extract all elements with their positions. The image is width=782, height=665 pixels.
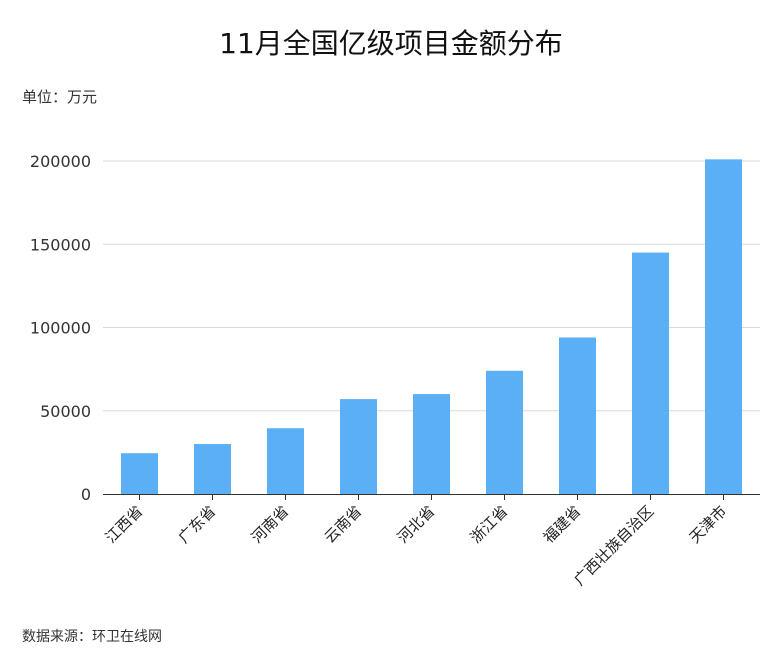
source-label: 数据来源：环卫在线网 — [22, 629, 162, 645]
bars — [121, 159, 742, 494]
bar — [486, 370, 523, 494]
axes — [103, 494, 760, 500]
x-category-label: 天津市 — [686, 502, 731, 547]
y-tick-labels: 0 50000 100000 150000 200000 — [30, 152, 91, 504]
x-category-label: 广东省 — [175, 502, 220, 547]
x-category-label: 浙江省 — [467, 502, 512, 547]
y-tick-label: 200000 — [30, 152, 91, 171]
bar — [559, 337, 596, 494]
bar — [194, 444, 231, 494]
x-category-label: 江西省 — [102, 502, 147, 547]
x-category-label: 云南省 — [321, 502, 366, 547]
y-tick-label: 0 — [81, 485, 91, 504]
bar — [340, 399, 377, 494]
y-tick-label: 150000 — [30, 235, 91, 254]
bar — [632, 252, 669, 494]
y-tick-label: 50000 — [40, 402, 91, 421]
x-category-label: 福建省 — [540, 502, 585, 547]
bar — [267, 428, 304, 494]
bar — [413, 394, 450, 494]
x-category-label: 河南省 — [248, 502, 293, 547]
y-tick-label: 100000 — [30, 319, 91, 338]
chart-title: 11月全国亿级项目金额分布 — [219, 27, 563, 60]
unit-label: 单位：万元 — [22, 88, 98, 106]
bar — [121, 453, 158, 494]
x-category-label: 河北省 — [394, 502, 439, 547]
bar — [705, 159, 742, 494]
